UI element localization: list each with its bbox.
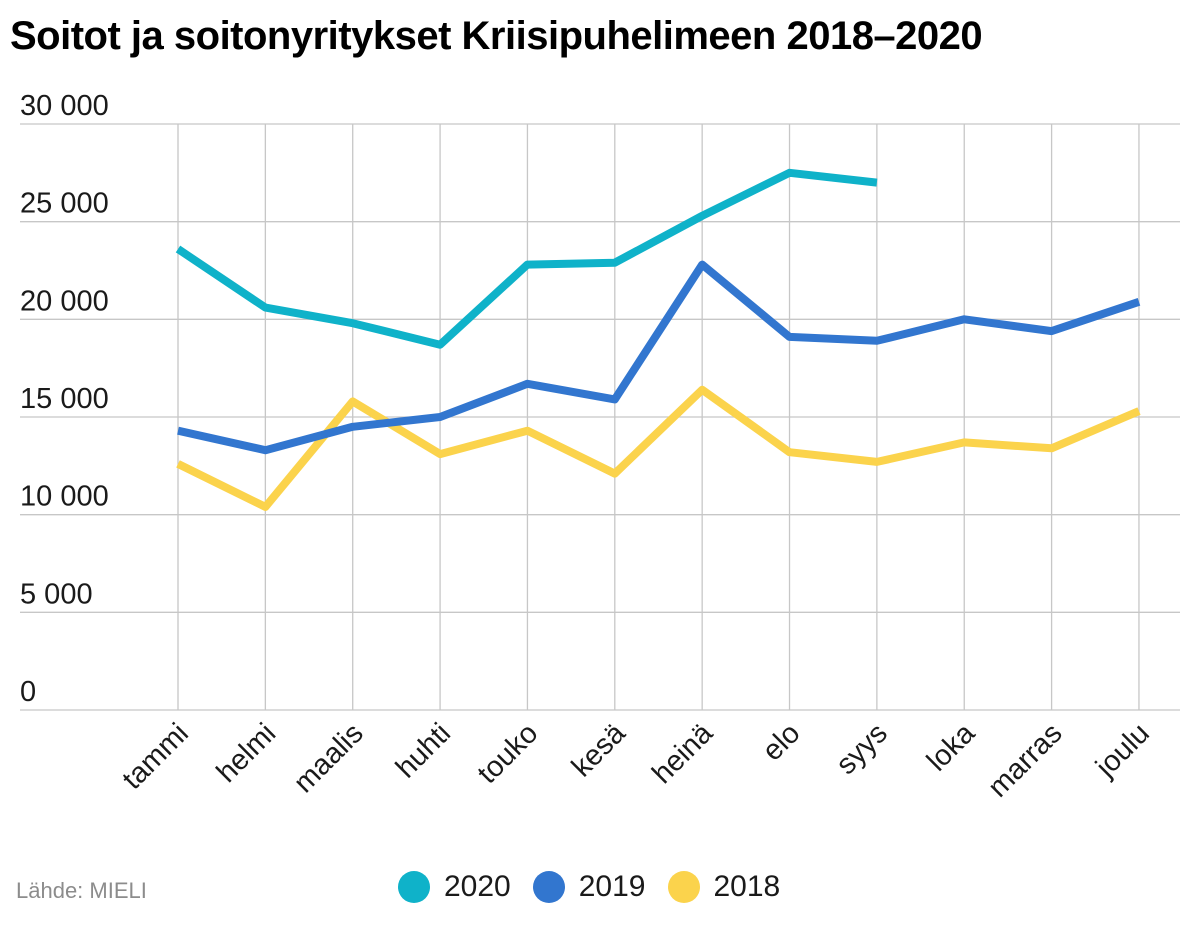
x-tick-label: huhti xyxy=(390,717,457,784)
legend-swatch-icon xyxy=(532,871,565,903)
x-tick-label: heinä xyxy=(646,717,719,790)
y-axis-ticks: 0 5 000 10 000 15 000 20 000 25 000 30 000 xyxy=(20,90,109,708)
y-tick-label: 0 xyxy=(20,676,36,708)
legend-label: 2018 xyxy=(713,870,781,903)
series-line-2019 xyxy=(177,260,1141,455)
legend-item-2020: 2020 xyxy=(398,870,511,904)
y-tick-label: 15 000 xyxy=(20,383,109,415)
y-tick-label: 30 000 xyxy=(20,90,109,122)
y-tick-label: 20 000 xyxy=(20,285,109,317)
x-tick-label: touko xyxy=(472,717,545,790)
legend-item-2019: 2019 xyxy=(532,870,646,904)
x-tick-label: marras xyxy=(982,717,1068,803)
y-tick-label: 5 000 xyxy=(20,578,93,610)
y-tick-label: 25 000 xyxy=(20,188,109,220)
source-label: Lähde: MIELI xyxy=(16,878,147,903)
legend-swatch-icon xyxy=(398,871,430,903)
series-line-2018 xyxy=(176,385,1141,511)
legend: 2020 2019 2018 xyxy=(398,870,780,904)
x-tick-label: helmi xyxy=(211,717,283,789)
chart-title: Soitot ja soitonyritykset Kriisipuhelime… xyxy=(10,14,983,58)
y-tick-label: 10 000 xyxy=(20,481,109,513)
legend-item-2018: 2018 xyxy=(667,870,781,904)
legend-label: 2019 xyxy=(578,870,646,903)
series-line-2020 xyxy=(175,168,878,349)
legend-label: 2020 xyxy=(444,870,511,903)
series-lines xyxy=(175,168,1141,511)
x-tick-label: maalis xyxy=(288,717,370,799)
x-axis-ticks: tammi helmi maalis huhti touko kesä heinä elo sy… xyxy=(116,717,1155,804)
x-tick-label: elo xyxy=(756,717,806,767)
x-tick-label: loka xyxy=(921,717,982,778)
grid-lines xyxy=(20,123,1180,711)
x-tick-label: kesä xyxy=(566,717,633,784)
legend-swatch-icon xyxy=(667,871,700,903)
x-tick-label: joulu xyxy=(1089,717,1156,784)
x-tick-label: syys xyxy=(830,717,894,781)
x-tick-label: tammi xyxy=(116,717,194,795)
